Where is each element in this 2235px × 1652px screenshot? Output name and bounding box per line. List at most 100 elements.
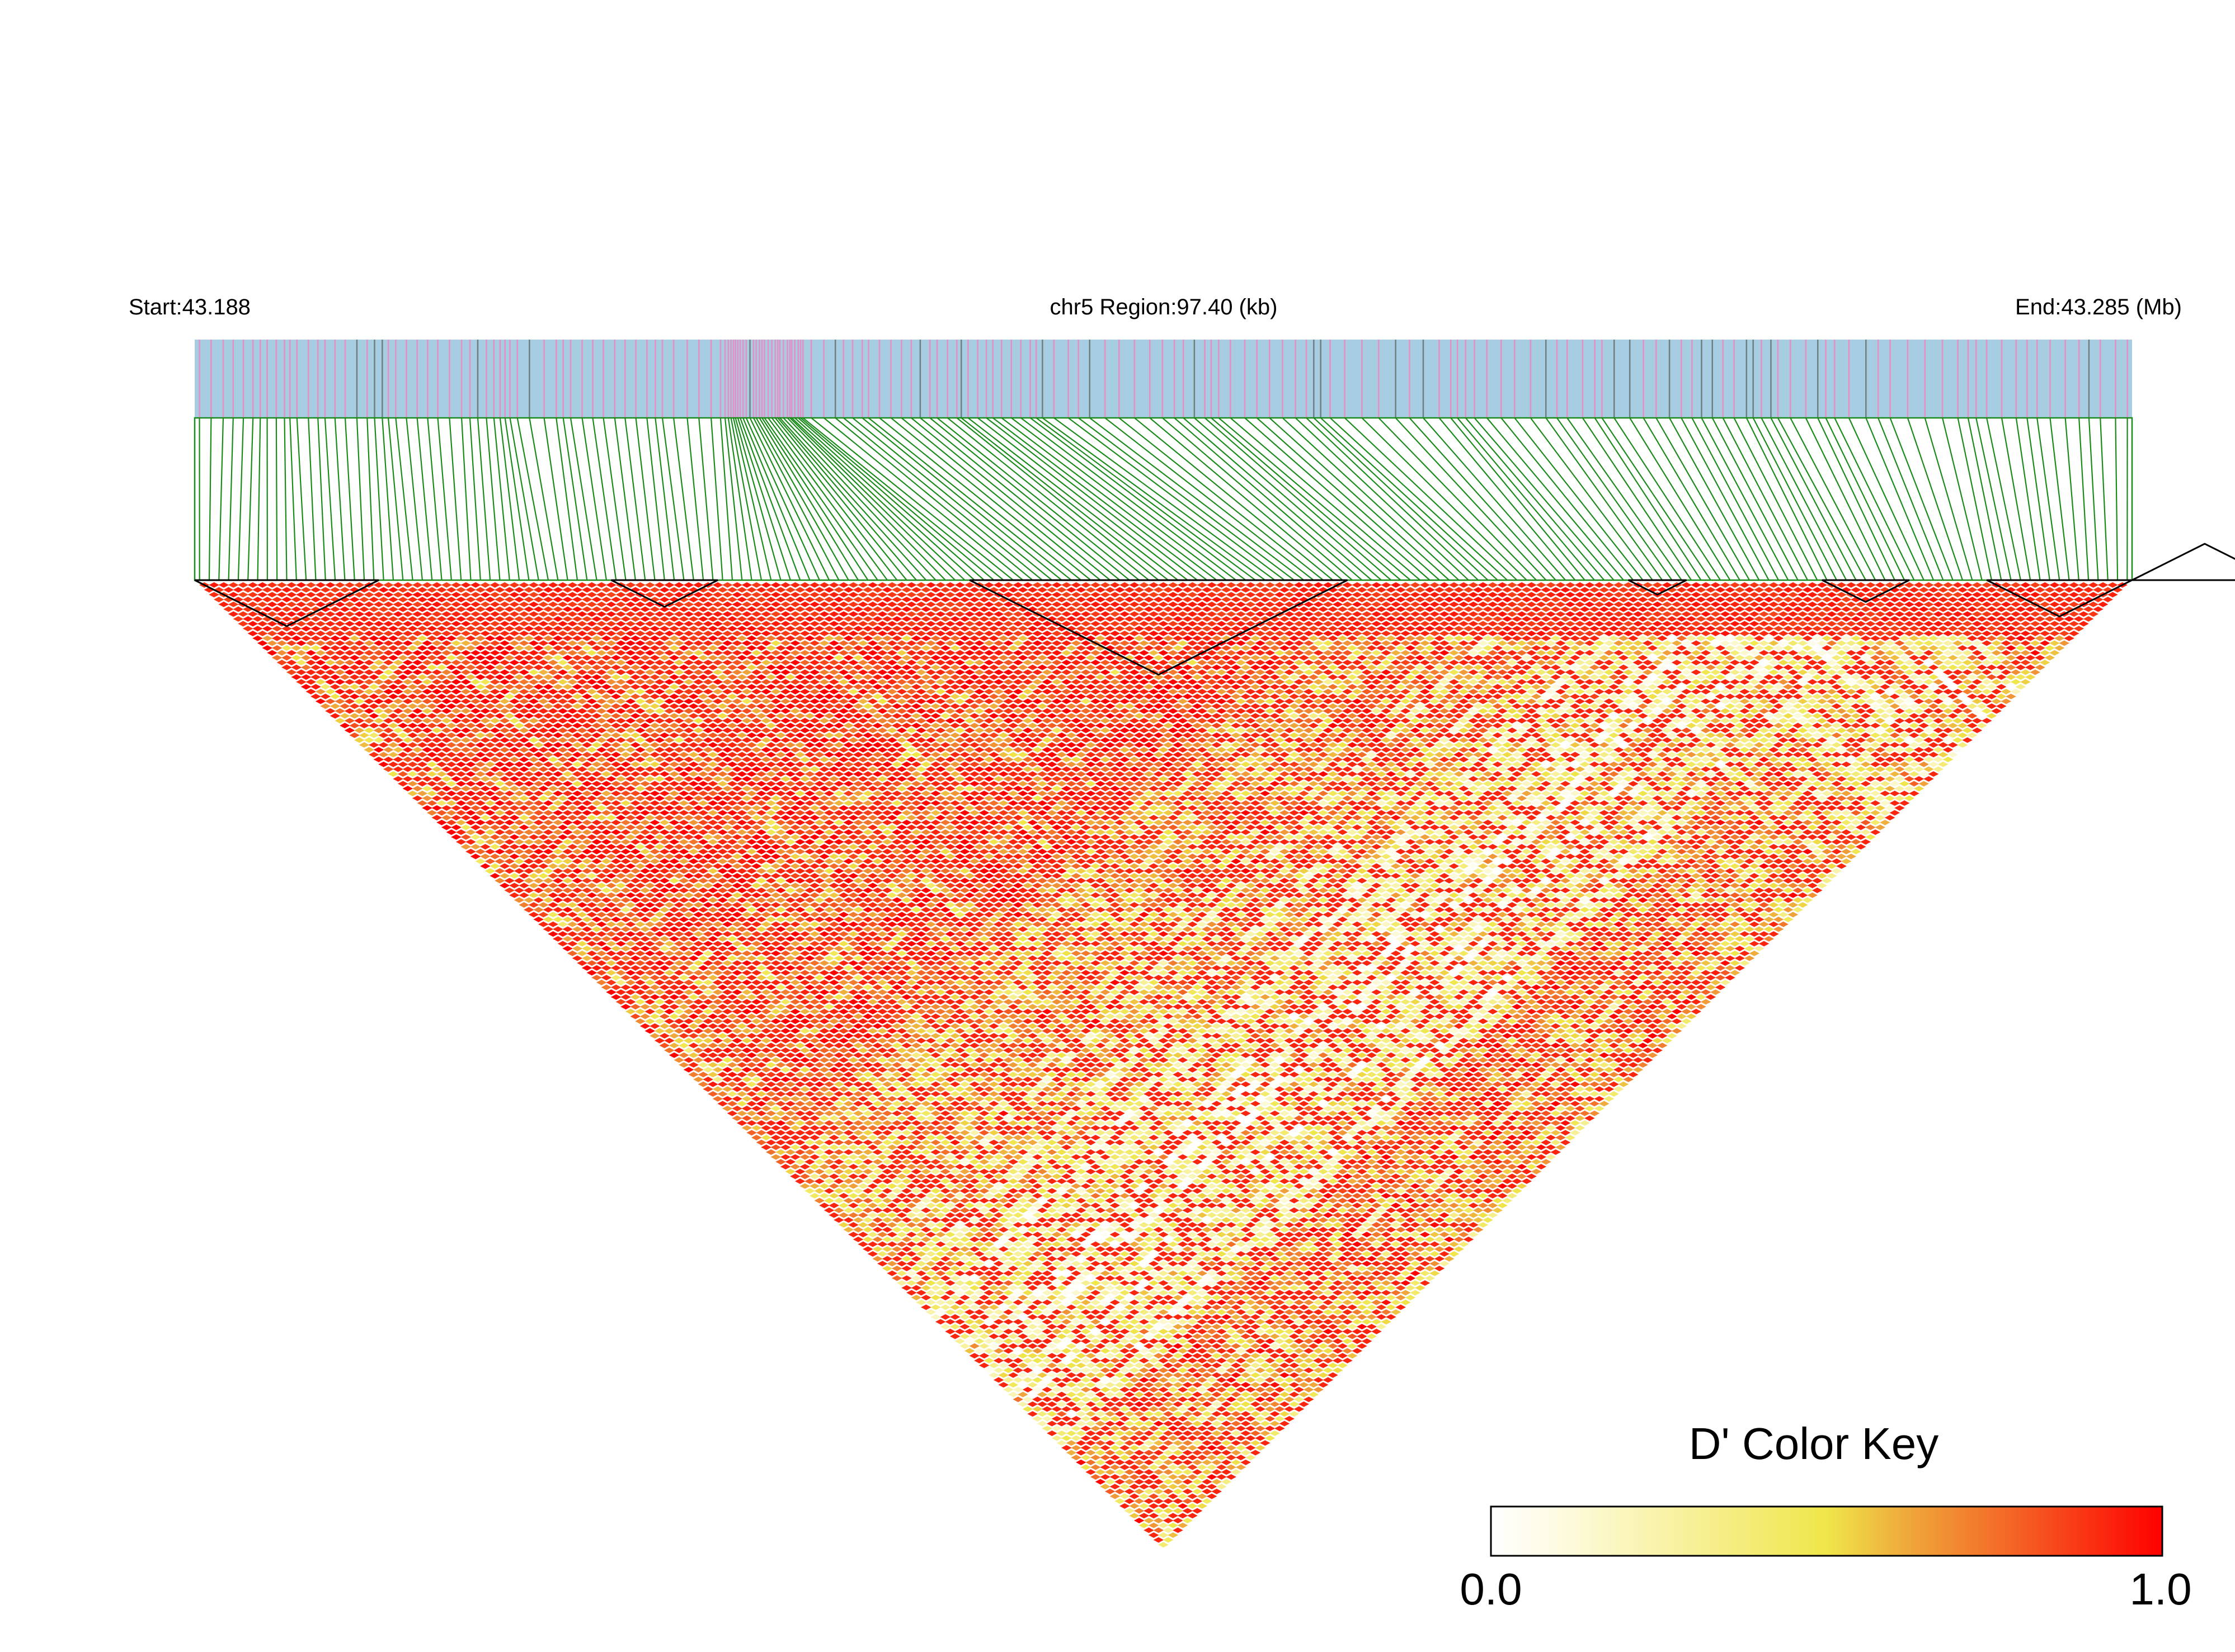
ld-cell-22-83 — [703, 873, 713, 879]
ld-cell-23-198 — [1264, 1425, 1276, 1432]
ld-cell-3-64 — [519, 873, 529, 879]
ld-cell-15-85 — [679, 916, 689, 923]
ld-cell-15-56 — [538, 776, 549, 782]
snp-connector-143 — [1450, 417, 1585, 581]
ld-cell-4-93 — [664, 1009, 675, 1015]
ld-cell-14-178 — [1124, 1372, 1135, 1378]
snp-connector-170 — [1761, 417, 1847, 581]
ld-cell-10-44 — [455, 742, 467, 748]
ld-cell-8-149 — [954, 1260, 966, 1267]
ld-cell-21-193 — [1231, 1411, 1241, 1417]
ld-cell-10-84 — [650, 936, 660, 942]
ld-cell-21-39 — [484, 665, 496, 670]
snp-connector-23 — [406, 417, 423, 581]
ld-cell-19-120 — [867, 1067, 878, 1073]
ld-cell-12-87 — [674, 940, 685, 947]
ld-cell-11-126 — [858, 1135, 868, 1141]
ld-cell-23-164 — [1100, 1260, 1111, 1267]
ld-cell-0-154 — [940, 1324, 951, 1330]
snp-connector-117 — [1134, 417, 1334, 581]
ld-cell-12-93 — [703, 969, 713, 976]
ld-cell-23-31 — [455, 616, 467, 622]
ld-cell-1-138 — [867, 1241, 878, 1248]
ld-cell-15-37 — [446, 684, 457, 690]
ld-cell-4-83 — [615, 960, 627, 966]
ld-cell-6-176 — [1076, 1401, 1086, 1407]
ld-cell-1-13 — [262, 636, 273, 641]
ld-cell-21-67 — [620, 800, 631, 806]
ld-cell-22-174 — [1144, 1314, 1154, 1320]
ld-cell-0-76 — [562, 945, 573, 952]
ld-cell-7-73 — [582, 897, 592, 903]
ld-cell-1-183 — [1085, 1460, 1096, 1465]
ld-cell-18-172 — [1114, 1324, 1125, 1330]
ld-cell-8-39 — [422, 727, 432, 733]
snp-connector-79 — [791, 417, 966, 581]
ld-cell-3-110 — [741, 1096, 752, 1102]
ld-cell-3-168 — [1022, 1377, 1033, 1383]
ld-cell-6-62 — [524, 849, 534, 855]
ld-cell-11-15 — [320, 596, 331, 603]
ld-cell-2-27 — [335, 698, 345, 704]
ld-cell-14-93 — [712, 960, 723, 966]
ld-cell-6-141 — [906, 1231, 917, 1237]
ld-cell-20-188 — [1202, 1391, 1212, 1397]
ld-cell-17-70 — [615, 834, 627, 840]
snp-connector-97 — [937, 417, 1140, 581]
ld-cell-22-173 — [1138, 1309, 1150, 1315]
ld-cell-14-53 — [519, 766, 529, 772]
ld-cell-7-159 — [998, 1314, 1009, 1320]
ld-cell-11-40 — [441, 718, 452, 724]
snp-connector-123 — [1204, 417, 1392, 581]
ld-cell-1-7 — [233, 606, 244, 612]
ld-cell-3-98 — [683, 1038, 694, 1044]
ld-cell-20-141 — [974, 1164, 985, 1170]
ld-cell-2-102 — [698, 1062, 709, 1068]
ld-cell-10-96 — [708, 994, 718, 1000]
ld-cell-24-90 — [746, 897, 757, 903]
ld-cell-23-67 — [630, 790, 641, 797]
ld-cell-15-133 — [911, 1149, 922, 1155]
ld-cell-21-111 — [834, 1013, 844, 1019]
ld-cell-5-156 — [974, 1309, 985, 1315]
ld-cell-1-93 — [650, 1023, 660, 1029]
ld-cell-24-39 — [499, 650, 510, 656]
ld-cell-1-85 — [610, 984, 622, 990]
ld-cell-21-50 — [538, 718, 549, 724]
snp-connector-167 — [1733, 417, 1818, 581]
ld-cell-12-96 — [717, 984, 728, 990]
ld-cell-11-56 — [519, 795, 529, 801]
ld-cell-12-107 — [770, 1038, 782, 1044]
ld-cell-0-64 — [504, 887, 515, 893]
ld-cell-11-13 — [310, 587, 321, 593]
ld-cell-19-29 — [426, 625, 437, 632]
ld-cell-18-129 — [906, 1115, 917, 1121]
ld-cell-13-102 — [751, 1009, 762, 1015]
ld-cell-21-114 — [848, 1028, 859, 1034]
ld-cell-23-114 — [858, 1018, 868, 1024]
ld-cell-11-90 — [683, 960, 694, 966]
ld-cell-8-63 — [538, 844, 549, 850]
ld-triangle-heatmap — [199, 582, 2128, 1548]
ld-cell-7-99 — [708, 1023, 718, 1029]
ld-cell-9-107 — [756, 1052, 767, 1058]
ld-cell-18-196 — [1231, 1440, 1241, 1446]
ld-cell-17-161 — [1056, 1275, 1067, 1281]
snp-connector-188 — [1986, 417, 2021, 581]
ld-cell-4-188 — [1124, 1469, 1135, 1475]
ld-cell-11-108 — [770, 1047, 782, 1053]
ld-cell-19-146 — [993, 1193, 1004, 1199]
ld-cell-20-49 — [528, 718, 539, 724]
ld-cell-23-157 — [1066, 1227, 1077, 1233]
ld-cell-7-78 — [606, 921, 617, 928]
ld-cell-4-176 — [1066, 1411, 1077, 1417]
ld-cell-6-17 — [305, 630, 317, 637]
ld-cell-5-187 — [1124, 1460, 1135, 1465]
ld-cell-2-36 — [378, 742, 389, 748]
ld-cell-16-126 — [882, 1110, 893, 1117]
ld-cell-19-191 — [1211, 1411, 1222, 1417]
ld-cell-16-59 — [557, 785, 568, 792]
ld-cell-20-25 — [412, 601, 423, 608]
ld-cell-7-92 — [674, 989, 685, 995]
ld-cell-0-82 — [591, 975, 602, 981]
